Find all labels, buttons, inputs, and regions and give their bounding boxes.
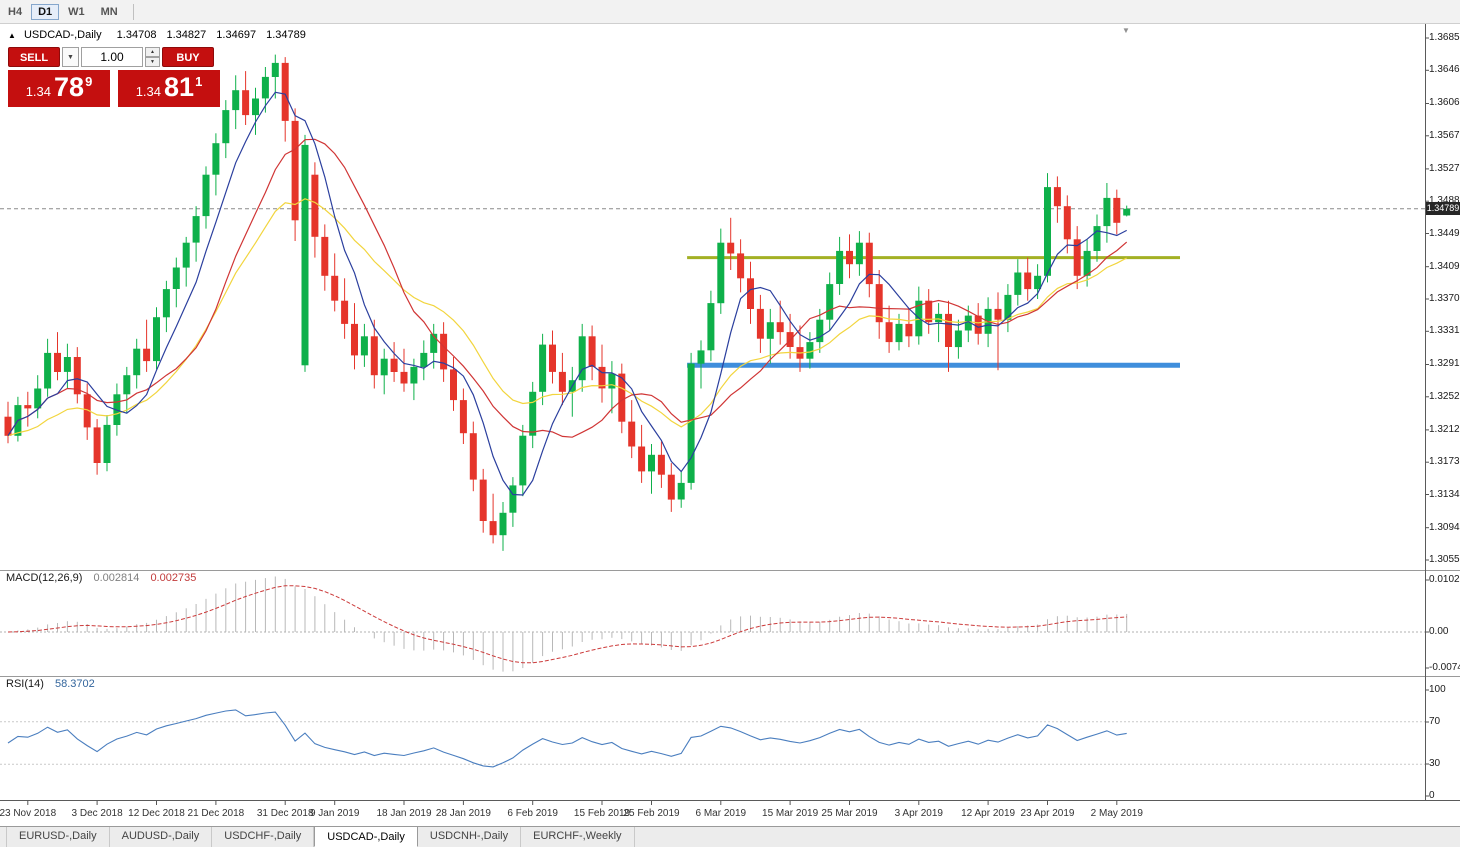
buy-price-display[interactable]: 1.34 81 1 — [118, 70, 220, 107]
date-axis-label: 12 Apr 2019 — [961, 808, 1016, 819]
date-axis-label: 6 Mar 2019 — [695, 808, 747, 819]
timeframe-mn-button[interactable]: MN — [100, 5, 118, 18]
price-axis-label: 1.33310 — [1429, 325, 1460, 337]
chevron-down-icon: ▼ — [67, 53, 74, 61]
current-price-tag: 1.34789 — [1426, 202, 1460, 216]
tab-usdcad-daily[interactable]: USDCAD-,Daily — [314, 826, 418, 847]
date-axis-label: 31 Dec 2018 — [256, 808, 314, 819]
macd-axis-label: 0.00 — [1429, 626, 1449, 637]
date-axis-label: 6 Feb 2019 — [507, 808, 558, 819]
one-click-trading-panel: SELL ▼ ▲ ▼ BUY 1.34 78 9 1.34 81 1 — [8, 47, 224, 107]
tab-audusd-daily[interactable]: AUDUSD-,Daily — [110, 827, 213, 847]
rsi-axis-label: 100 — [1429, 684, 1446, 695]
one-click-collapse-icon[interactable]: ▲ — [8, 31, 16, 40]
chart-title-row: ▲ USDCAD-,Daily 1.34708 1.34827 1.34697 … — [8, 29, 306, 41]
date-axis-label: 25 Mar 2019 — [821, 808, 878, 819]
date-axis-label: 23 Nov 2018 — [0, 808, 57, 819]
price-axis-label: 1.32910 — [1429, 358, 1460, 370]
timeframe-w1-button[interactable]: W1 — [68, 5, 85, 18]
timeframe-toolbar: H4 D1 W1 MN — [0, 0, 1460, 24]
chart-tab-bar: EURUSD-,Daily AUDUSD-,Daily USDCHF-,Dail… — [0, 826, 1460, 847]
volume-decrease-button[interactable]: ▼ — [145, 57, 160, 67]
sell-price-display[interactable]: 1.34 78 9 — [8, 70, 110, 107]
buy-price-big-digits: 81 — [164, 72, 195, 102]
date-axis-label: 25 Feb 2019 — [623, 808, 680, 819]
tab-usdchf-daily[interactable]: USDCHF-,Daily — [212, 827, 315, 847]
price-axis-label: 1.36060 — [1429, 97, 1460, 109]
date-axis-label: 12 Dec 2018 — [128, 808, 185, 819]
price-axis-label: 1.32120 — [1429, 423, 1460, 435]
date-axis-label: 15 Feb 2019 — [573, 808, 631, 819]
macd-indicator-name: MACD(12,26,9) — [6, 572, 83, 584]
date-axis-label: 3 Dec 2018 — [71, 808, 123, 819]
macd-signal-value: 0.002735 — [150, 572, 197, 584]
sell-price-prefix: 1.34 — [25, 84, 52, 99]
rsi-axis-label: 70 — [1429, 716, 1441, 727]
rsi-axis-label: 30 — [1429, 758, 1441, 769]
tab-eurchf-weekly[interactable]: EURCHF-,Weekly — [521, 827, 635, 847]
date-axis-label: 18 Jan 2019 — [376, 808, 432, 819]
date-axis-label: 28 Jan 2019 — [435, 808, 491, 819]
sell-price-pip-digit: 9 — [85, 74, 93, 89]
buy-price-prefix: 1.34 — [135, 84, 162, 99]
chart-shift-icon: ▼ — [1122, 26, 1130, 35]
price-axis-label: 1.32520 — [1429, 390, 1460, 402]
sell-price-big-digits: 78 — [54, 72, 85, 102]
timeframe-h4-button[interactable]: H4 — [8, 5, 23, 18]
timeframe-d1-button[interactable]: D1 — [31, 3, 60, 20]
rsi-indicator-header: RSI(14) 58.3702 — [6, 678, 95, 690]
price-axis-label: 1.34490 — [1429, 227, 1460, 239]
price-axis-label: 1.34880 — [1429, 195, 1460, 207]
sell-button[interactable]: SELL — [8, 47, 60, 67]
toolbar-separator — [132, 3, 134, 20]
price-axis-label: 1.35670 — [1429, 129, 1460, 141]
date-axis-label: 23 Apr 2019 — [1020, 808, 1075, 819]
price-chart-canvas[interactable] — [0, 0, 1460, 826]
date-axis-label: 2 May 2019 — [1090, 808, 1143, 819]
volume-spinner: ▲ ▼ — [145, 47, 160, 67]
date-axis-label: 9 Jan 2019 — [309, 808, 360, 819]
date-axis[interactable]: 23 Nov 2018 3 Dec 2018 12 Dec 2018 21 Dec 2… — [0, 801, 1460, 826]
volume-input[interactable] — [81, 47, 143, 67]
price-axis-label: 1.36460 — [1429, 64, 1460, 76]
macd-axis-label: -0.00747 — [1429, 662, 1460, 673]
price-axis-label: 1.31340 — [1429, 488, 1460, 500]
rsi-axis-label: 0 — [1429, 790, 1435, 801]
price-axis-label: 1.30940 — [1429, 521, 1460, 533]
price-axis-label: 1.36850 — [1429, 32, 1460, 43]
macd-main-value: 0.002814 — [93, 572, 140, 584]
chart-ohlc-values: 1.34708 1.34827 1.34697 1.34789 — [116, 29, 306, 41]
rsi-value: 58.3702 — [54, 678, 95, 690]
price-axis-label: 1.30550 — [1429, 554, 1460, 565]
date-axis-label: 21 Dec 2018 — [187, 808, 245, 819]
volume-increase-button[interactable]: ▲ — [145, 47, 160, 57]
chart-title: USDCAD-,Daily — [23, 29, 102, 41]
price-axis-label: 1.34090 — [1429, 260, 1460, 272]
buy-price-pip-digit: 1 — [195, 74, 203, 89]
date-axis-label: 3 Apr 2019 — [894, 808, 943, 819]
macd-axis-label: 0.01022 — [1429, 574, 1460, 585]
price-axis-label: 1.31730 — [1429, 456, 1460, 468]
macd-indicator-header: MACD(12,26,9) 0.002814 0.002735 — [6, 572, 196, 584]
buy-button[interactable]: BUY — [162, 47, 214, 67]
tab-eurusd-daily[interactable]: EURUSD-,Daily — [6, 827, 110, 847]
volume-dropdown-button[interactable]: ▼ — [62, 47, 79, 67]
price-axis-label: 1.35270 — [1429, 162, 1460, 174]
rsi-indicator-name: RSI(14) — [6, 678, 44, 690]
price-axis-label: 1.33700 — [1429, 293, 1460, 304]
tab-usdcnh-daily[interactable]: USDCNH-,Daily — [418, 827, 522, 847]
date-axis-label: 15 Mar 2019 — [762, 808, 819, 819]
